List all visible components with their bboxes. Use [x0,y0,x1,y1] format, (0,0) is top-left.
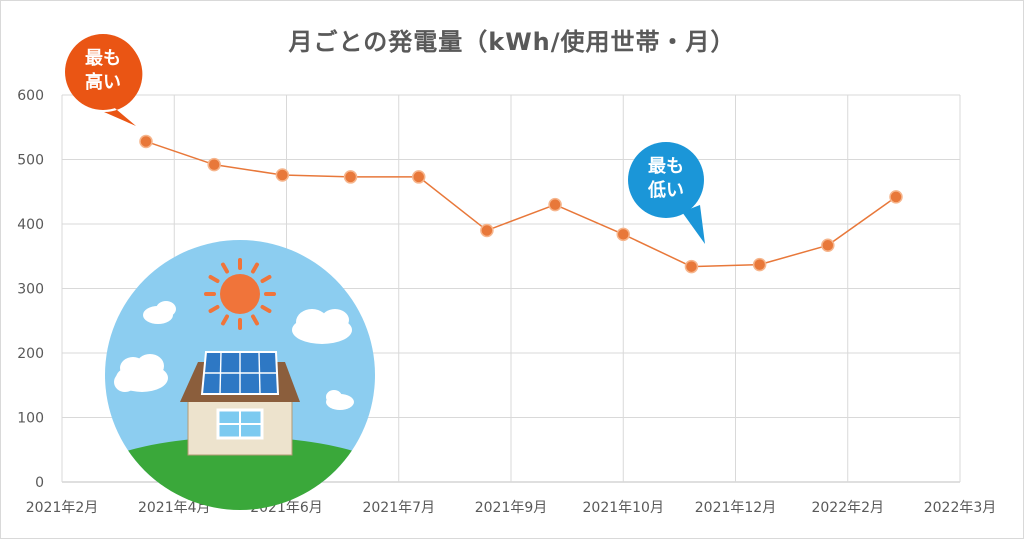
x-tick-label: 2021年12月 [695,500,776,516]
solar-panel-grid [204,351,277,395]
y-tick-label: 100 [17,411,44,427]
y-tick-label: 500 [17,153,44,169]
cloud-icon [143,301,176,324]
y-tick-label: 0 [35,475,44,491]
sun-ray [251,314,259,326]
sun-icon [204,258,276,330]
max-label-line2: 高い [85,71,121,93]
data-point [207,157,221,172]
grass [105,437,375,510]
data-point [616,227,631,242]
x-axis-ticks: 2021年2月 2021年4月 2021年6月 2021年7月 2021年9月 2021年… [26,500,997,516]
y-tick-label: 300 [17,282,44,298]
cloud-icon [326,390,354,410]
x-tick-label: 2021年10月 [583,500,664,516]
cloud-icon [292,309,352,344]
x-tick-label: 2021年7月 [362,500,435,516]
sun-ray [208,305,220,313]
data-point [684,259,699,274]
x-tick-label: 2021年4月 [138,500,211,516]
min-callout: 最も 低い [628,142,705,244]
data-point [889,190,903,204]
x-tick-label: 2022年2月 [811,500,884,516]
sun-ray [221,314,229,326]
sun-ray [260,275,272,283]
sun-disc [220,274,260,314]
y-tick-label: 200 [17,346,44,362]
data-point [752,257,767,272]
max-label-line1: 最も [85,48,121,69]
sun-ray [208,275,220,283]
house-illustration [105,240,375,510]
series-line [145,140,897,268]
data-point [821,238,835,253]
y-tick-label: 600 [17,88,44,104]
data-point [480,223,494,238]
chart-title: 月ごとの発電量（kWh/使用世帯・月） [288,28,736,56]
max-callout: 最も 高い [65,34,143,126]
sun-ray [221,262,229,274]
x-tick-label: 2021年9月 [475,500,548,516]
y-tick-label: 400 [17,217,44,233]
y-axis-ticks: 0 100 200 300 400 500 600 [17,88,44,491]
cloud-icon [114,354,168,392]
x-tick-label: 2022年3月 [924,500,997,516]
data-points [139,134,903,274]
min-label-line1: 最も [648,156,684,177]
data-point [275,168,290,182]
sun-ray [251,262,259,274]
x-tick-label: 2021年2月 [26,500,99,516]
data-point [548,197,562,212]
min-label-line2: 低い [647,179,684,201]
data-point [139,134,153,149]
data-point [343,170,358,184]
sun-ray [260,305,272,313]
data-point [411,170,426,184]
